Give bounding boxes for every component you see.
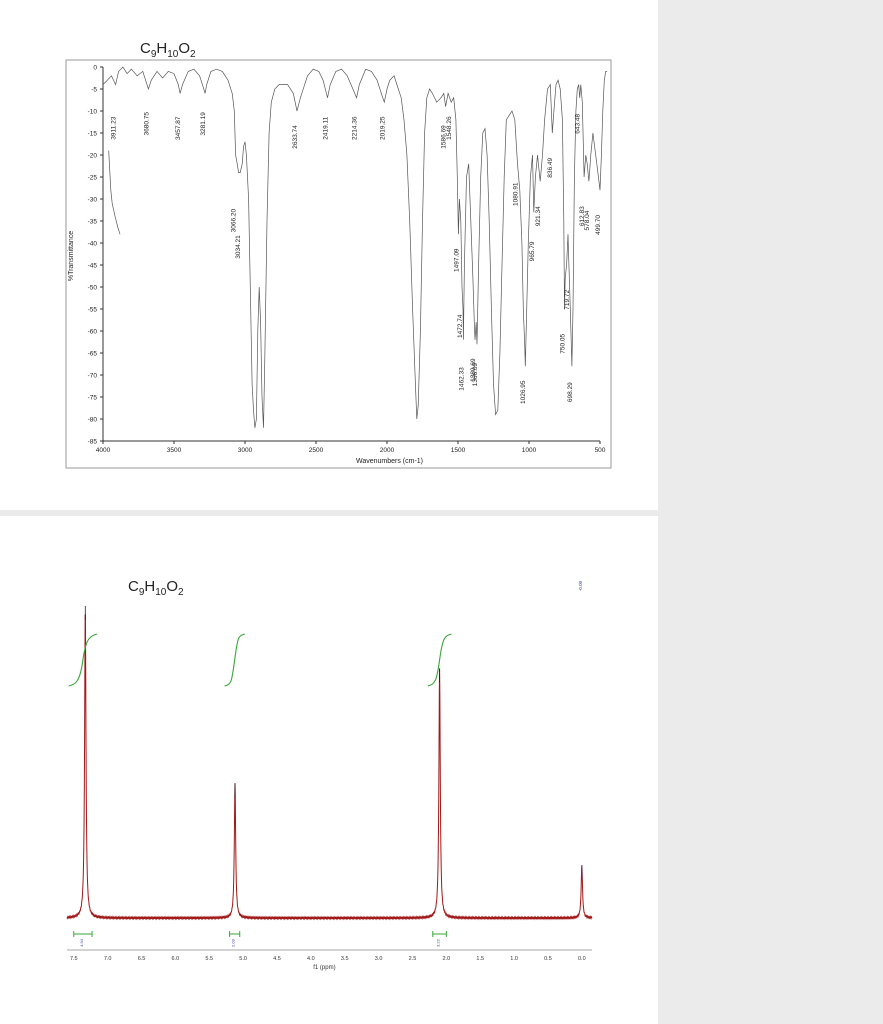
ir-peak-label: 2633.74: [292, 125, 299, 149]
ir-peak-label: 3281.19: [200, 112, 207, 136]
ir-peak-label: 2019.25: [379, 116, 386, 140]
ir-peak-label: 578.04: [584, 210, 591, 230]
ir-peak-label: 1472.74: [457, 314, 464, 338]
nmr-x-tick-label: 1.5: [476, 956, 484, 962]
ir-peak-label: 1380.69: [470, 358, 477, 382]
nmr-x-tick-label: 0.5: [544, 956, 552, 962]
ir-peak-label: 499.70: [595, 215, 602, 235]
ir-y-tick-label: -60: [88, 329, 98, 336]
nmr-panel: C9H10O2 7.5 7.0 6.5 6.0 5.5 5.0 4.5 4.0 3.5 3.0 2.…: [0, 516, 658, 1024]
ir-spectrum-chart: 0 -5 -10 -15 -20 -25 -30 -35 -40 -45 -50 -55 -60 -65 -…: [65, 59, 612, 469]
nmr-integral-value: 3.22: [436, 938, 441, 947]
ir-x-axis-label: Wavenumbers (cm-1): [356, 458, 423, 465]
ir-x-tick-label: 3500: [167, 447, 182, 454]
ir-x-tick-label: 2000: [380, 447, 395, 454]
ir-y-tick-label: -45: [88, 263, 98, 270]
ir-peak-label: 3680.75: [143, 112, 150, 136]
nmr-integral-value: 2.03: [231, 938, 236, 947]
ir-y-tick-label: -85: [88, 439, 98, 446]
nmr-x-tick-label: 6.5: [138, 956, 146, 962]
ir-peak-label: 965.79: [529, 241, 536, 261]
ir-y-tick-label: -35: [88, 219, 98, 226]
nmr-integral-curve: [68, 633, 98, 687]
ir-formula: C9H10O2: [140, 40, 196, 60]
nmr-x-tick-label: 1.0: [510, 956, 518, 962]
nmr-x-tick-label: 6.0: [172, 956, 180, 962]
ir-y-tick-label: -30: [88, 197, 98, 204]
nmr-x-axis-label: f1 (ppm): [313, 965, 335, 971]
ir-peak-label: 1462.33: [458, 367, 465, 391]
ir-y-tick-label: -55: [88, 307, 98, 314]
nmr-x-tick-label: 7.5: [70, 956, 78, 962]
nmr-spectrum-chart: 7.5 7.0 6.5 6.0 5.5 5.0 4.5 4.0 3.5 3.0 2.5 2.0 1.5 1…: [66, 580, 593, 971]
nmr-x-tick-label: 4.5: [273, 956, 281, 962]
ir-y-tick-label: -65: [88, 351, 98, 358]
ir-y-tick-label: -25: [88, 175, 98, 182]
ir-peak-label: 3034.21: [235, 235, 242, 259]
nmr-formula: C9H10O2: [128, 578, 184, 598]
ir-peak-label: 921.34: [535, 206, 542, 226]
ir-peak-label: 698.29: [567, 382, 574, 402]
nmr-integral-curve: [224, 633, 245, 687]
nmr-x-tick-label: 2.5: [409, 956, 417, 962]
ir-y-tick-label: -80: [88, 417, 98, 424]
ir-x-tick-label: 1000: [522, 447, 537, 454]
ir-x-tick-label: 4000: [96, 447, 111, 454]
ir-y-axis-label: %Transmittance: [68, 231, 75, 281]
ir-x-tick-label: 1500: [451, 447, 466, 454]
ir-y-tick-label: -20: [88, 153, 98, 160]
nmr-x-tick-label: 7.0: [104, 956, 112, 962]
ir-panel: C9H10O2 0 -5 -10 -15 -20 -25 -30 -35 -40 -45 -50 -5…: [0, 0, 658, 510]
nmr-x-tick-label: 5.0: [239, 956, 247, 962]
ir-peak-label: 719.72: [564, 289, 571, 309]
nmr-integral-curve: [427, 633, 452, 687]
ir-spectrum-line-1: [108, 150, 121, 235]
ir-y-tick-label: -10: [88, 109, 98, 116]
ir-peak-label: 1586.69: [441, 125, 448, 149]
ir-y-tick-label: -75: [88, 395, 98, 402]
ir-spectrum-line-0: [102, 66, 608, 428]
ir-y-tick-label: -15: [88, 131, 98, 138]
ir-frame: [65, 59, 612, 469]
nmr-x-tick-label: 0.0: [578, 956, 586, 962]
nmr-x-tick-label: 3.0: [375, 956, 383, 962]
ir-y-tick-label: 0: [93, 65, 97, 72]
ir-peak-label: 2419.11: [323, 116, 330, 139]
ir-peak-label: 612.83: [579, 206, 586, 226]
ir-peak-label: 836.49: [547, 157, 554, 177]
ir-peak-label: 643.48: [575, 113, 582, 133]
ir-y-tick-label: -70: [88, 373, 98, 380]
nmr-x-tick-label: 5.5: [205, 956, 213, 962]
ir-x-tick-label: 3000: [238, 447, 253, 454]
ir-peak-label: 1026.95: [520, 380, 527, 404]
nmr-x-tick-label: 2.0: [443, 956, 451, 962]
nmr-x-tick-label: 4.0: [307, 956, 315, 962]
ir-peak-label: 1366.09: [472, 362, 479, 386]
ir-peak-label: 1080.91: [513, 182, 520, 206]
ir-y-tick-label: -40: [88, 241, 98, 248]
ir-peak-label: 750.05: [560, 333, 567, 353]
ir-peak-label: 3066.20: [231, 208, 238, 232]
nmr-x-tick-label: 3.5: [341, 956, 349, 962]
ir-x-tick-label: 2500: [309, 447, 324, 454]
ir-y-tick-label: -5: [91, 87, 97, 94]
ir-peak-label: 3457.87: [175, 116, 182, 140]
ir-peak-label: 1548.26: [446, 116, 453, 140]
nmr-peak-label: -0.00: [578, 580, 583, 591]
ir-peak-label: 1497.09: [453, 248, 460, 272]
nmr-spectrum-line: [66, 614, 593, 921]
ir-peak-label: 3911.23: [111, 116, 118, 139]
nmr-integral-value: 4.94: [79, 938, 84, 947]
ir-x-tick-label: 500: [595, 447, 606, 454]
ir-y-tick-label: -50: [88, 285, 98, 292]
ir-peak-label: 2214.36: [352, 116, 359, 140]
